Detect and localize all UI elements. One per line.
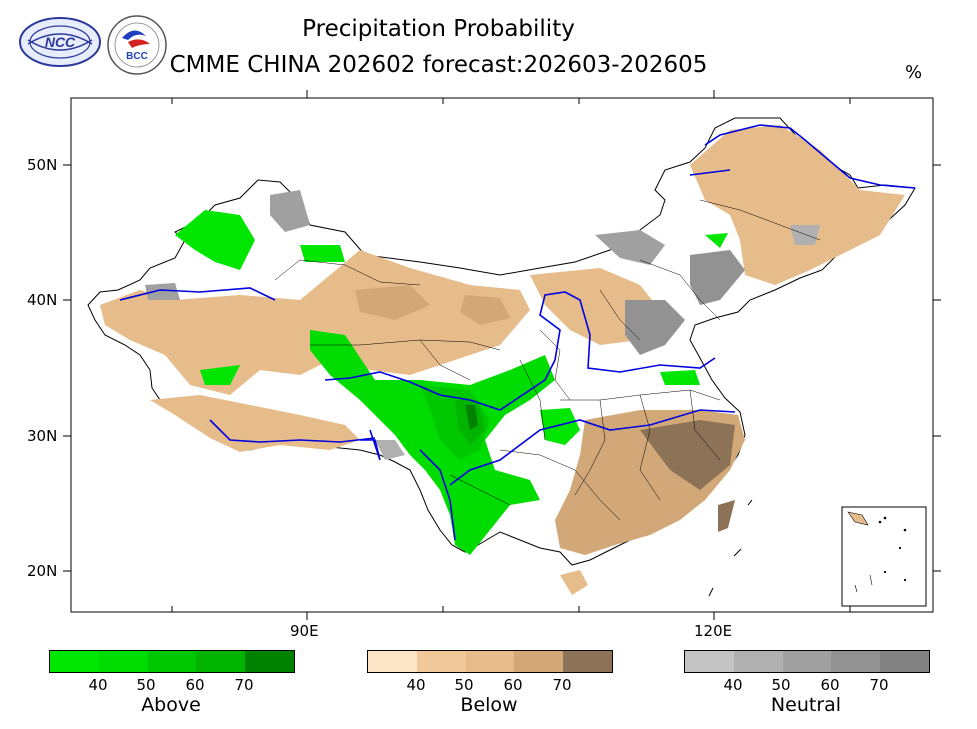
colorbar-tick: 50	[771, 676, 791, 694]
colorbar-swatch	[50, 651, 99, 672]
colorbar-tick: 70	[869, 676, 889, 694]
colorbar-tick: 70	[234, 676, 254, 694]
colorbar-swatch	[465, 651, 515, 672]
x-tick-label: 120E	[694, 622, 733, 640]
above-regions	[175, 210, 728, 555]
axis-ticks	[63, 90, 941, 620]
colorbar-tick: 40	[723, 676, 743, 694]
inset-islands	[847, 511, 907, 593]
colorbar-swatch	[196, 651, 246, 672]
colorbar-swatch	[147, 651, 197, 672]
bcc-logo: BCC	[106, 14, 168, 80]
neutral-colorbar	[684, 650, 930, 673]
colorbar-tick: 50	[454, 676, 474, 694]
ncc-logo: NCC	[18, 14, 102, 74]
map-subtitle: CMME CHINA 202602 forecast:202603-202605	[169, 52, 708, 78]
y-tick-label: 30N	[27, 427, 58, 445]
below-regions	[100, 125, 905, 595]
y-tick-label: 20N	[27, 562, 58, 580]
colorbar-swatch	[782, 651, 832, 672]
province-borders	[274, 199, 821, 521]
neutral-regions	[145, 190, 820, 460]
y-tick-label: 40N	[27, 291, 58, 309]
colorbar-swatch	[416, 651, 466, 672]
colorbar-tick: 40	[406, 676, 426, 694]
colorbar-tick: 60	[185, 676, 205, 694]
colorbar-title-above: Above	[141, 694, 201, 716]
colorbar-swatch	[733, 651, 783, 672]
x-tick-label: 90E	[290, 622, 319, 640]
above-colorbar	[49, 650, 295, 673]
colorbar-tick: 70	[552, 676, 572, 694]
colorbar-tick: 60	[503, 676, 523, 694]
colorbar-title-below: Below	[460, 694, 518, 716]
colorbar-swatch	[514, 651, 564, 672]
colorbar-swatch	[98, 651, 148, 672]
sea-dashes	[708, 499, 753, 597]
colorbar-tick: 60	[820, 676, 840, 694]
svg-text:BCC: BCC	[126, 51, 148, 62]
svg-text:NCC: NCC	[45, 34, 76, 50]
map-frame	[70, 97, 934, 613]
colorbar-swatch	[368, 651, 417, 672]
colorbar-swatch	[880, 651, 929, 672]
rivers	[119, 124, 916, 541]
colorbar-tick: 50	[136, 676, 156, 694]
colorbar-swatch	[831, 651, 881, 672]
below-colorbar	[367, 650, 613, 673]
colorbar-swatch	[245, 651, 294, 672]
unit-label: %	[905, 62, 923, 83]
map-title: Precipitation Probability	[302, 16, 575, 42]
colorbar-tick: 40	[88, 676, 108, 694]
colorbar-swatch	[563, 651, 612, 672]
y-tick-label: 50N	[27, 156, 58, 174]
colorbar-title-neutral: Neutral	[770, 694, 842, 716]
colorbar-swatch	[685, 651, 734, 672]
